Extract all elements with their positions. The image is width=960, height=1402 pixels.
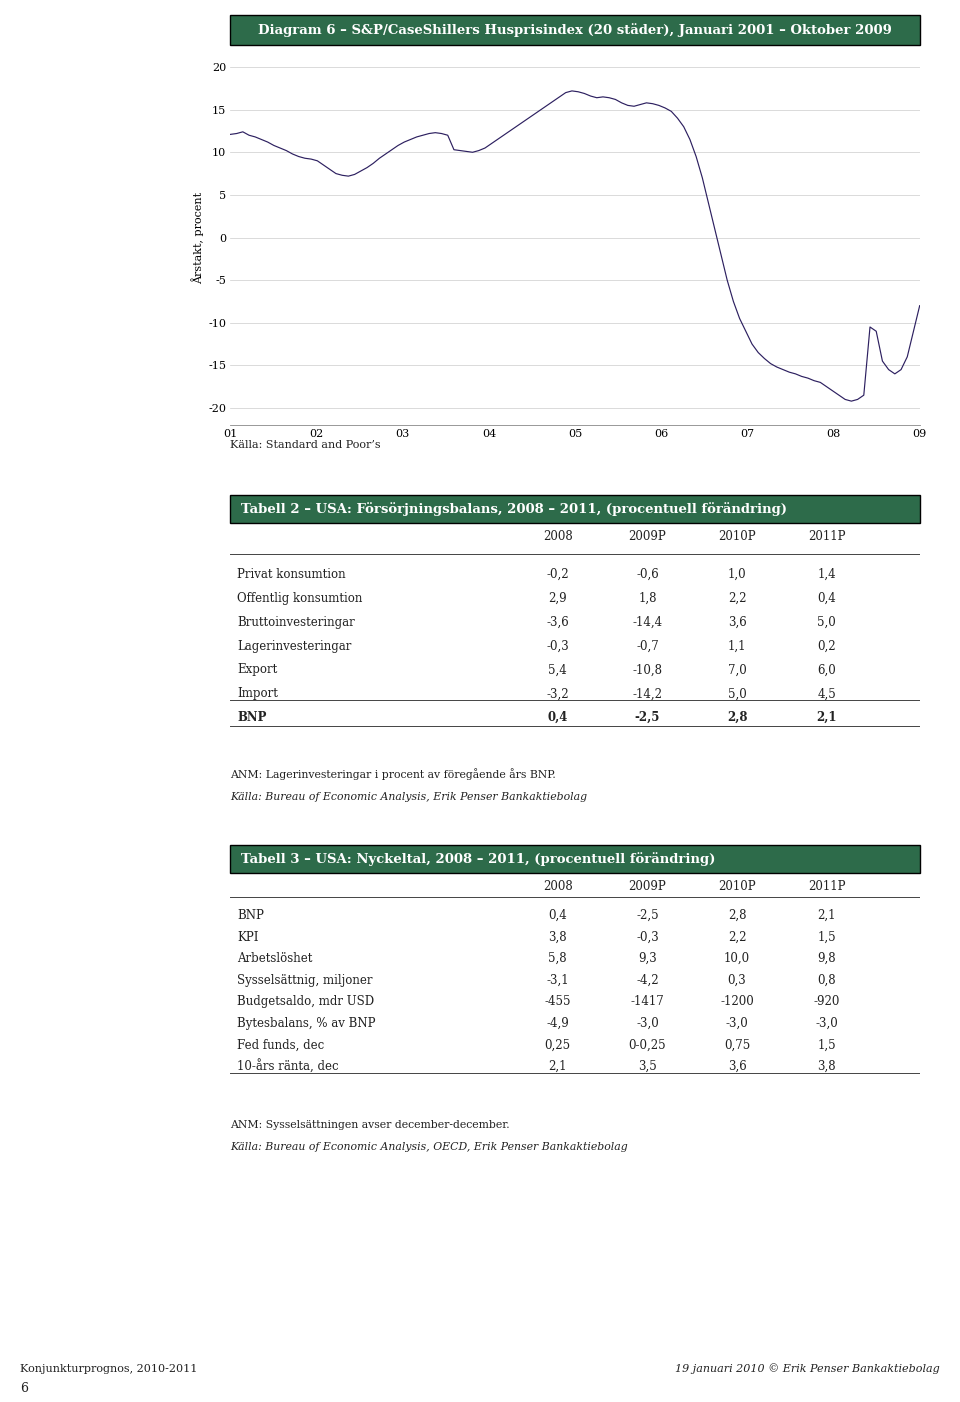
Text: Arbetslöshet: Arbetslöshet [237, 952, 313, 965]
Text: 5,0: 5,0 [817, 615, 836, 628]
Text: Bytesbalans, % av BNP: Bytesbalans, % av BNP [237, 1016, 375, 1030]
Text: 2008: 2008 [543, 530, 573, 543]
Text: 2,1: 2,1 [548, 1060, 567, 1073]
Text: 0,8: 0,8 [817, 974, 836, 987]
Text: Import: Import [237, 687, 278, 701]
FancyBboxPatch shape [230, 495, 920, 523]
Text: -920: -920 [813, 995, 840, 1008]
Text: -0,3: -0,3 [546, 639, 569, 652]
Text: -0,7: -0,7 [636, 639, 659, 652]
Text: Sysselsättnig, miljoner: Sysselsättnig, miljoner [237, 974, 372, 987]
Text: 1,1: 1,1 [728, 639, 746, 652]
Text: -14,2: -14,2 [633, 687, 662, 701]
Text: 5,0: 5,0 [728, 687, 746, 701]
Text: -1417: -1417 [631, 995, 664, 1008]
Text: 19 januari 2010 © Erik Penser Bankaktiebolag: 19 januari 2010 © Erik Penser Bankaktieb… [675, 1363, 940, 1374]
Text: 0,2: 0,2 [817, 639, 836, 652]
Text: KPI: KPI [237, 931, 259, 944]
Text: -0,6: -0,6 [636, 568, 659, 580]
Text: 7,0: 7,0 [728, 663, 746, 677]
Text: Konjunkturprognos, 2010-2011: Konjunkturprognos, 2010-2011 [20, 1364, 198, 1374]
Text: 2009P: 2009P [629, 530, 666, 543]
Text: 9,8: 9,8 [817, 952, 836, 965]
Text: Källa: Standard and Poor’s: Källa: Standard and Poor’s [230, 440, 381, 450]
Text: 0,4: 0,4 [548, 908, 567, 923]
Text: 2,9: 2,9 [548, 592, 567, 604]
Text: 2011P: 2011P [808, 530, 846, 543]
Text: -3,0: -3,0 [815, 1016, 838, 1030]
Text: Lagerinvesteringar: Lagerinvesteringar [237, 639, 351, 652]
Text: 0,75: 0,75 [724, 1039, 750, 1052]
Text: 2,8: 2,8 [727, 711, 747, 725]
Text: 2010P: 2010P [718, 530, 756, 543]
Text: -455: -455 [544, 995, 571, 1008]
Text: 3,5: 3,5 [638, 1060, 657, 1073]
Text: -2,5: -2,5 [635, 711, 660, 725]
Text: 9,3: 9,3 [638, 952, 657, 965]
Text: 6,0: 6,0 [817, 663, 836, 677]
Text: -3,0: -3,0 [726, 1016, 749, 1030]
Text: Tabell 2 – USA: Försörjningsbalans, 2008 – 2011, (procentuell förändring): Tabell 2 – USA: Försörjningsbalans, 2008… [241, 502, 787, 516]
Y-axis label: Årstakt, procent: Årstakt, procent [191, 192, 204, 283]
Text: 2008: 2008 [543, 880, 573, 893]
Text: -3,2: -3,2 [546, 687, 569, 701]
Text: 5,4: 5,4 [548, 663, 567, 677]
Text: 2,2: 2,2 [728, 592, 746, 604]
Text: 3,6: 3,6 [728, 615, 746, 628]
Text: -3,0: -3,0 [636, 1016, 659, 1030]
Text: 0,3: 0,3 [728, 974, 746, 987]
Text: -4,9: -4,9 [546, 1016, 569, 1030]
Text: ANM: Lagerinvesteringar i procent av föregående års BNP.: ANM: Lagerinvesteringar i procent av för… [230, 768, 556, 780]
Text: 2,2: 2,2 [728, 931, 746, 944]
Text: 4,5: 4,5 [817, 687, 836, 701]
Text: 1,8: 1,8 [638, 592, 657, 604]
Text: 2009P: 2009P [629, 880, 666, 893]
Text: Fed funds, dec: Fed funds, dec [237, 1039, 324, 1052]
Text: Källa: Bureau of Economic Analysis, OECD, Erik Penser Bankaktiebolag: Källa: Bureau of Economic Analysis, OECD… [230, 1143, 628, 1152]
Text: Privat konsumtion: Privat konsumtion [237, 568, 346, 580]
Text: Källa: Bureau of Economic Analysis, Erik Penser Bankaktiebolag: Källa: Bureau of Economic Analysis, Erik… [230, 792, 588, 802]
Text: -3,6: -3,6 [546, 615, 569, 628]
Text: 2010P: 2010P [718, 880, 756, 893]
Text: 2,8: 2,8 [728, 908, 746, 923]
Text: BNP: BNP [237, 908, 264, 923]
Text: -1200: -1200 [720, 995, 754, 1008]
FancyBboxPatch shape [230, 15, 920, 45]
Text: -4,2: -4,2 [636, 974, 659, 987]
Text: Tabell 3 – USA: Nyckeltal, 2008 – 2011, (procentuell förändring): Tabell 3 – USA: Nyckeltal, 2008 – 2011, … [241, 852, 715, 866]
Text: Diagram 6 – S&P/CaseShillers Husprisindex (20 städer), Januari 2001 – Oktober 20: Diagram 6 – S&P/CaseShillers Husprisinde… [258, 22, 892, 36]
Text: 0,4: 0,4 [817, 592, 836, 604]
Text: 2011P: 2011P [808, 880, 846, 893]
Text: -14,4: -14,4 [633, 615, 662, 628]
Text: 0,4: 0,4 [547, 711, 568, 725]
Text: 1,4: 1,4 [817, 568, 836, 580]
Text: -0,2: -0,2 [546, 568, 569, 580]
Text: ANM: Sysselsättningen avser december-december.: ANM: Sysselsättningen avser december-dec… [230, 1120, 510, 1130]
Text: 1,0: 1,0 [728, 568, 746, 580]
Text: 2,1: 2,1 [816, 711, 837, 725]
Text: 2,1: 2,1 [817, 908, 836, 923]
Text: Bruttoinvesteringar: Bruttoinvesteringar [237, 615, 355, 628]
Text: -0,3: -0,3 [636, 931, 659, 944]
Text: -10,8: -10,8 [633, 663, 662, 677]
Text: Budgetsaldo, mdr USD: Budgetsaldo, mdr USD [237, 995, 374, 1008]
Text: BNP: BNP [237, 711, 267, 725]
Text: 3,6: 3,6 [728, 1060, 746, 1073]
Text: 6: 6 [20, 1382, 28, 1395]
Text: 3,8: 3,8 [817, 1060, 836, 1073]
Text: 10-års ränta, dec: 10-års ränta, dec [237, 1060, 339, 1074]
Text: Export: Export [237, 663, 277, 677]
Text: -3,1: -3,1 [546, 974, 569, 987]
Text: 1,5: 1,5 [817, 931, 836, 944]
Text: 10,0: 10,0 [724, 952, 750, 965]
Text: 0-0,25: 0-0,25 [629, 1039, 666, 1052]
Text: 0,25: 0,25 [544, 1039, 571, 1052]
Text: 3,8: 3,8 [548, 931, 567, 944]
Text: 1,5: 1,5 [817, 1039, 836, 1052]
FancyBboxPatch shape [230, 845, 920, 873]
Text: 5,8: 5,8 [548, 952, 567, 965]
Text: -2,5: -2,5 [636, 908, 659, 923]
Text: Offentlig konsumtion: Offentlig konsumtion [237, 592, 363, 604]
